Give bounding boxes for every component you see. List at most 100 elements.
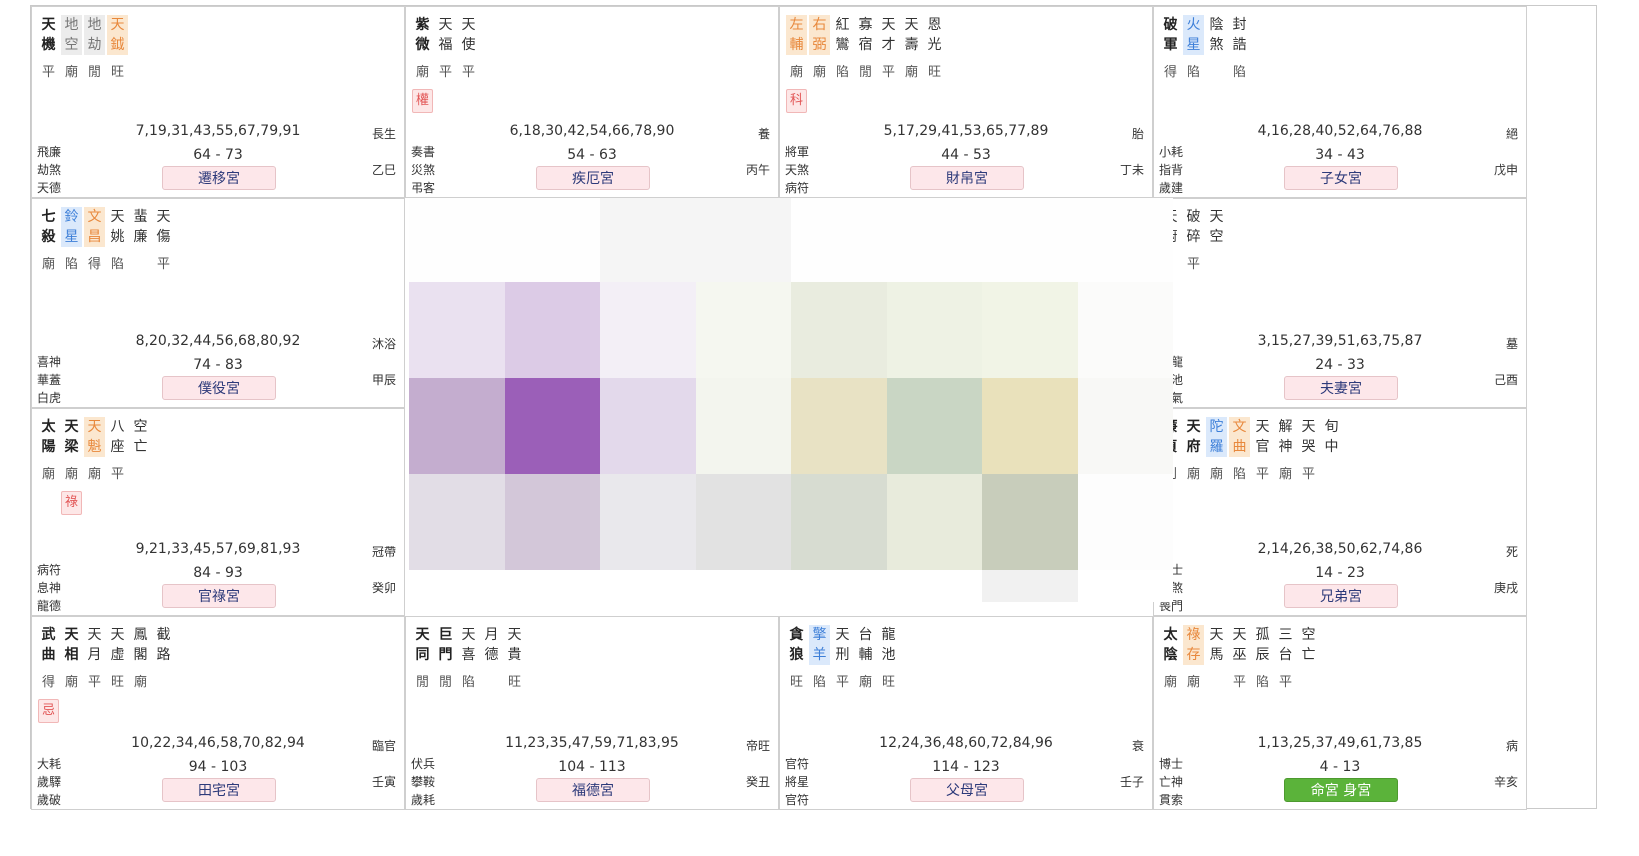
center-tile xyxy=(791,198,887,282)
star: 地空廟 xyxy=(61,15,82,83)
center-tile xyxy=(695,474,791,570)
star: 台輔廟 xyxy=(855,625,876,693)
stem-branch-label: 己酉 xyxy=(1493,373,1518,387)
minor-gods-list: 病符 息神 龍德 xyxy=(37,561,61,615)
star-brightness: 平 xyxy=(1278,675,1292,690)
center-tile xyxy=(409,282,505,378)
star: 地劫閒 xyxy=(84,15,105,83)
star: 天貴旺 xyxy=(504,625,525,693)
palace-name-button[interactable]: 福德宮 xyxy=(536,778,650,802)
star-brightness: 陷 xyxy=(812,675,826,690)
star: 天機平 xyxy=(38,15,59,83)
minor-god: 劫煞 xyxy=(37,163,62,177)
changsheng-label: 死 xyxy=(1505,545,1518,559)
palace-cell[interactable]: 破軍得火星陷陰煞 封誥陷 4,16,28,40,52,64,76,88 絕小耗 指背 歲建… xyxy=(1153,6,1527,198)
palace-name-button[interactable]: 兄弟宮 xyxy=(1284,584,1398,608)
palace-cell[interactable]: 貪狼旺擎羊陷天刑平台輔廟龍池旺 12,24,36,48,60,72,84,96 衰官… xyxy=(779,616,1153,810)
star-name: 天空 xyxy=(1209,209,1224,245)
center-tile xyxy=(504,198,600,282)
star: 蜚廉 xyxy=(130,207,151,275)
center-tile xyxy=(409,474,505,570)
decade-range: 54 - 63 xyxy=(567,147,617,163)
star-brightness: 平 xyxy=(461,65,475,80)
star-name: 地劫 xyxy=(84,15,105,55)
center-tile xyxy=(1077,474,1173,570)
star-name: 封誥 xyxy=(1232,17,1247,53)
star-name: 太陽 xyxy=(41,419,56,455)
minor-gods-list: 奏書 災煞 弔客 xyxy=(411,143,435,197)
star-brightness: 平 xyxy=(110,467,124,482)
palace-cell[interactable]: 紫微廟天福平天使平權 6,18,30,42,54,66,78,90 養奏書 災煞 弔客 5… xyxy=(405,6,779,198)
center-tile xyxy=(695,198,791,282)
star-name: 天壽 xyxy=(904,17,919,53)
star: 天使平 xyxy=(458,15,479,83)
minor-god: 歲破 xyxy=(37,793,62,807)
star-brightness: 平 xyxy=(1186,257,1200,272)
palace-name-button[interactable]: 夫妻宮 xyxy=(1284,376,1398,400)
minor-god: 災煞 xyxy=(411,163,436,177)
star-brightness: 廟 xyxy=(812,65,826,80)
palace-cell[interactable]: 太陽廟天梁廟天魁廟八座平空亡祿 9,21,33,45,57,69,81,93 冠帶病… xyxy=(31,408,405,616)
minor-god: 華蓋 xyxy=(37,373,62,387)
star-brightness: 廟 xyxy=(87,467,101,482)
minor-god: 亡神 xyxy=(1159,775,1184,789)
star-name: 天機 xyxy=(41,17,56,53)
star: 恩光旺 xyxy=(924,15,945,83)
star-name: 天喜 xyxy=(461,627,476,663)
star-name: 巨門 xyxy=(438,627,453,663)
center-tile xyxy=(982,378,1078,474)
age-list: 5,17,29,41,53,65,77,89 xyxy=(883,123,1049,139)
star-name: 天鉞 xyxy=(107,15,128,55)
minor-gods-list: 博士 亡神 貫索 xyxy=(1159,755,1183,809)
mutagen-badge: 權 xyxy=(412,89,433,113)
star-name: 天福 xyxy=(438,17,453,53)
minor-god: 指背 xyxy=(1159,163,1184,177)
center-tile xyxy=(600,474,696,570)
minor-god: 天德 xyxy=(37,181,62,195)
age-list: 2,14,26,38,50,62,74,86 xyxy=(1257,541,1423,557)
center-tile xyxy=(504,474,600,570)
palace-name-button[interactable]: 遷移宮 xyxy=(162,166,276,190)
center-tile xyxy=(695,378,791,474)
minor-god: 歲耗 xyxy=(411,793,436,807)
palace-name-button[interactable]: 田宅宮 xyxy=(162,778,276,802)
palace-cell[interactable]: 天廚破碎平天空3,15,27,39,51,63,75,87墓青龍咸池晦氣24 -… xyxy=(1153,198,1527,408)
star: 封誥陷 xyxy=(1229,15,1250,83)
minor-god: 大耗 xyxy=(37,757,62,771)
star-brightness: 廟 xyxy=(1186,675,1200,690)
palace-name-button[interactable]: 疾厄宮 xyxy=(536,166,650,190)
star-brightness: 廟 xyxy=(1163,675,1177,690)
center-tile xyxy=(1077,570,1173,602)
palace-cell[interactable]: 武曲得天相廟天月平天虛旺鳳閣廟截路忌 10,22,34,46,58,70,82,9… xyxy=(31,616,405,810)
star-brightness: 旺 xyxy=(881,675,895,690)
palace-name-button[interactable]: 命宮 身宮 xyxy=(1284,778,1398,802)
center-tile xyxy=(409,570,505,602)
palace-name-button[interactable]: 子女宮 xyxy=(1284,166,1398,190)
minor-god: 博士 xyxy=(1159,757,1184,771)
palace-cell[interactable]: 天機平地空廟地劫閒天鉞旺 7,19,31,43,55,67,79,91 長生 飛廉 劫煞… xyxy=(31,6,405,198)
stem-branch-label: 丁未 xyxy=(1119,163,1144,177)
minor-gods-list: 大耗 歲驛 歲破 xyxy=(37,755,61,809)
palace-cell[interactable]: 太陰廟祿存廟天馬 天巫平孤辰陷三台平空亡 1,13,25,37,49,61,73,8… xyxy=(1153,616,1527,810)
palace-cell[interactable]: 天同閒巨門閒天喜陷月德 天貴旺 11,23,35,47,59,71,83,95 帝旺伏… xyxy=(405,616,779,810)
star-name: 破軍 xyxy=(1163,17,1178,53)
palace-name-button[interactable]: 父母宮 xyxy=(910,778,1024,802)
star: 三台平 xyxy=(1275,625,1296,693)
star-brightness: 廟 xyxy=(1278,467,1292,482)
palace-name-button[interactable]: 財帛宮 xyxy=(910,166,1024,190)
star: 天月平 xyxy=(84,625,105,693)
palace-cell[interactable]: 左輔廟右弼廟紅鸞陷寡宿閒天才平天壽廟恩光旺科 5,17,29,41,53,65,7… xyxy=(779,6,1153,198)
palace-name-button[interactable]: 僕役宮 xyxy=(162,376,276,400)
palace-cell[interactable]: 廉貞利天府廟陀羅廟文曲陷天官平解神廟天哭平旬中 2,14,26,38,50,62,… xyxy=(1153,408,1527,616)
palace-name-button[interactable]: 官祿宮 xyxy=(162,584,276,608)
star-name: 擎羊 xyxy=(809,625,830,665)
center-tile xyxy=(791,570,887,602)
star-brightness: 平 xyxy=(87,675,101,690)
star: 七殺廟 xyxy=(38,207,59,275)
age-list: 7,19,31,43,55,67,79,91 xyxy=(135,123,301,139)
star: 天才平 xyxy=(878,15,899,83)
palace-cell[interactable]: 七殺廟鈴星陷文昌得天姚陷蜚廉 天傷平 8,20,32,44,56,68,80,92 沐… xyxy=(31,198,405,408)
star-list: 廉貞利天府廟陀羅廟文曲陷天官平解神廟天哭平旬中 xyxy=(1160,417,1342,485)
star-name: 天哭 xyxy=(1301,419,1316,455)
mutagen-badge: 忌 xyxy=(38,699,59,723)
